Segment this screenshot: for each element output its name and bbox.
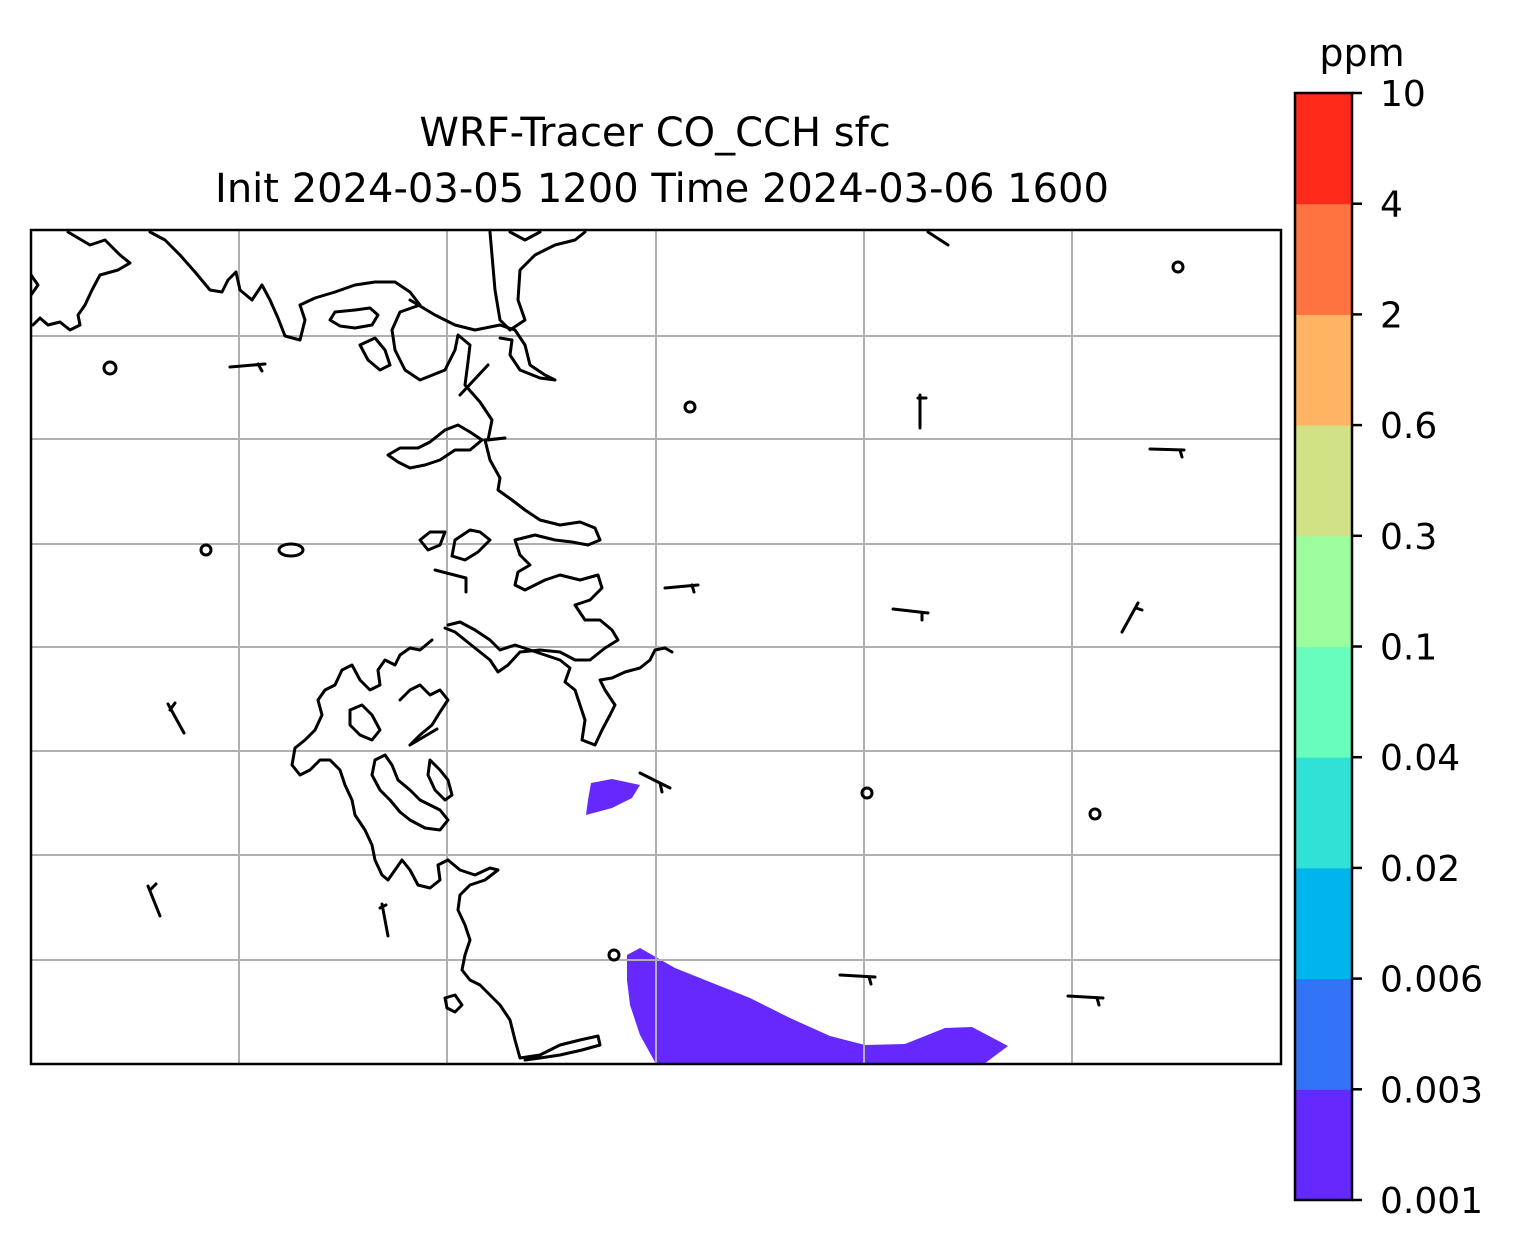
coastline-fragment <box>31 273 40 297</box>
coastline-northwest <box>31 230 132 332</box>
coastline-inlet-2 <box>508 230 542 242</box>
coastline-fragment <box>838 973 877 986</box>
coastline-fragment <box>926 230 950 247</box>
colorbar-tick-label: 4 <box>1380 185 1403 226</box>
island-marker <box>277 542 305 558</box>
coastline-island-3 <box>418 530 447 552</box>
coastline-island-4 <box>450 528 492 562</box>
coastline-fjords-2 <box>398 683 450 747</box>
tracer-plume-west <box>586 779 640 815</box>
coastline-north <box>148 230 620 674</box>
coastline-peninsula <box>386 423 484 470</box>
colorbar-segment <box>1295 646 1352 758</box>
colorbar: ppm 0.001 0.003 0.006 0.02 0.04 0.1 0.3 0.6 2 4 10 <box>1293 31 1483 1222</box>
coastline-fragment <box>891 607 930 622</box>
coastline-fragment <box>378 902 390 938</box>
coastlines <box>31 230 1186 1062</box>
coastline-fragment <box>228 362 267 373</box>
gridlines <box>31 230 1281 1064</box>
colorbar-units-label: ppm <box>1319 31 1404 75</box>
coastline-fragment <box>663 583 700 594</box>
colorbar-tick-label: 2 <box>1380 295 1403 336</box>
colorbar-tick-label: 0.6 <box>1380 406 1437 447</box>
island-marker <box>683 400 697 414</box>
colorbar-segments <box>1295 93 1352 1201</box>
title-line-1: WRF-Tracer CO_CCH sfc <box>419 110 890 156</box>
colorbar-segment <box>1295 425 1352 537</box>
coastline-fjords-4 <box>370 753 450 832</box>
coastline-inlet-1 <box>488 230 587 332</box>
colorbar-tick-label: 0.04 <box>1380 738 1460 779</box>
map-panel <box>29 228 1283 1066</box>
coastline-channel <box>408 298 557 382</box>
coastline-fragment <box>433 568 468 594</box>
colorbar-segment <box>1295 757 1352 869</box>
colorbar-segment <box>1295 1089 1352 1201</box>
coastline-fragment <box>166 701 186 735</box>
coastline-fragment <box>1066 994 1105 1007</box>
colorbar-tick-label: 0.006 <box>1380 960 1483 1001</box>
coastline-south-coast <box>446 858 602 1062</box>
island-marker <box>1088 807 1102 821</box>
colorbar-tick-label: 10 <box>1380 74 1426 115</box>
coastline-fragment <box>408 727 439 747</box>
coastline-island-bay <box>328 306 380 330</box>
colorbar-tick-label: 0.001 <box>1380 1181 1483 1222</box>
coastline-island-2 <box>358 336 392 372</box>
colorbar-tick-label: 0.3 <box>1380 517 1437 558</box>
island-marker <box>860 786 874 800</box>
coastline-south-islet <box>443 993 464 1014</box>
title-line-2: Init 2024-03-05 1200 Time 2024-03-06 160… <box>215 166 1109 212</box>
island-marker <box>607 948 621 962</box>
coastline-fjords-3 <box>348 703 382 742</box>
coastline-fragment <box>916 393 928 430</box>
coastline-fragment <box>638 771 672 794</box>
island-marker <box>102 360 118 376</box>
coastline-fjords-5 <box>426 758 454 802</box>
map-frame <box>29 228 1283 1066</box>
colorbar-segment <box>1295 203 1352 315</box>
colorbar-segment <box>1295 93 1352 205</box>
colorbar-tick-label: 0.02 <box>1380 849 1460 890</box>
colorbar-ticks: 0.001 0.003 0.006 0.02 0.04 0.1 0.3 0.6 2 4 10 <box>1352 74 1483 1222</box>
coastline-fragment <box>458 363 490 397</box>
colorbar-segment <box>1295 535 1352 647</box>
colorbar-segment <box>1295 978 1352 1090</box>
colorbar-segment <box>1295 314 1352 426</box>
tracer-plume-south <box>627 948 1008 1064</box>
colorbar-tick-label: 0.1 <box>1380 628 1437 669</box>
coastline-fragment <box>1148 447 1186 459</box>
coastline-fragment <box>1120 601 1144 634</box>
island-marker <box>199 543 213 557</box>
coastline-fragment <box>146 882 162 918</box>
colorbar-tick-label: 0.003 <box>1380 1070 1483 1111</box>
coastline-fjords <box>290 638 450 890</box>
island-marker <box>1171 260 1185 274</box>
colorbar-segment <box>1295 867 1352 980</box>
coastline-south-mainland <box>446 620 674 747</box>
colorbar-frame <box>1293 91 1354 1202</box>
